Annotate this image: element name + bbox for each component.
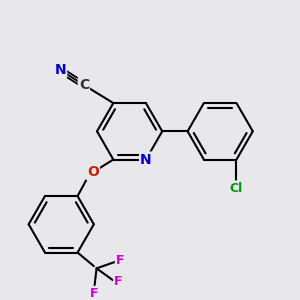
Text: C: C — [79, 78, 89, 92]
Text: Cl: Cl — [230, 182, 243, 195]
Text: N: N — [140, 152, 152, 167]
Text: N: N — [55, 63, 66, 77]
Text: F: F — [116, 254, 124, 267]
Text: O: O — [87, 165, 99, 179]
Text: F: F — [114, 275, 123, 289]
Text: F: F — [90, 287, 99, 300]
